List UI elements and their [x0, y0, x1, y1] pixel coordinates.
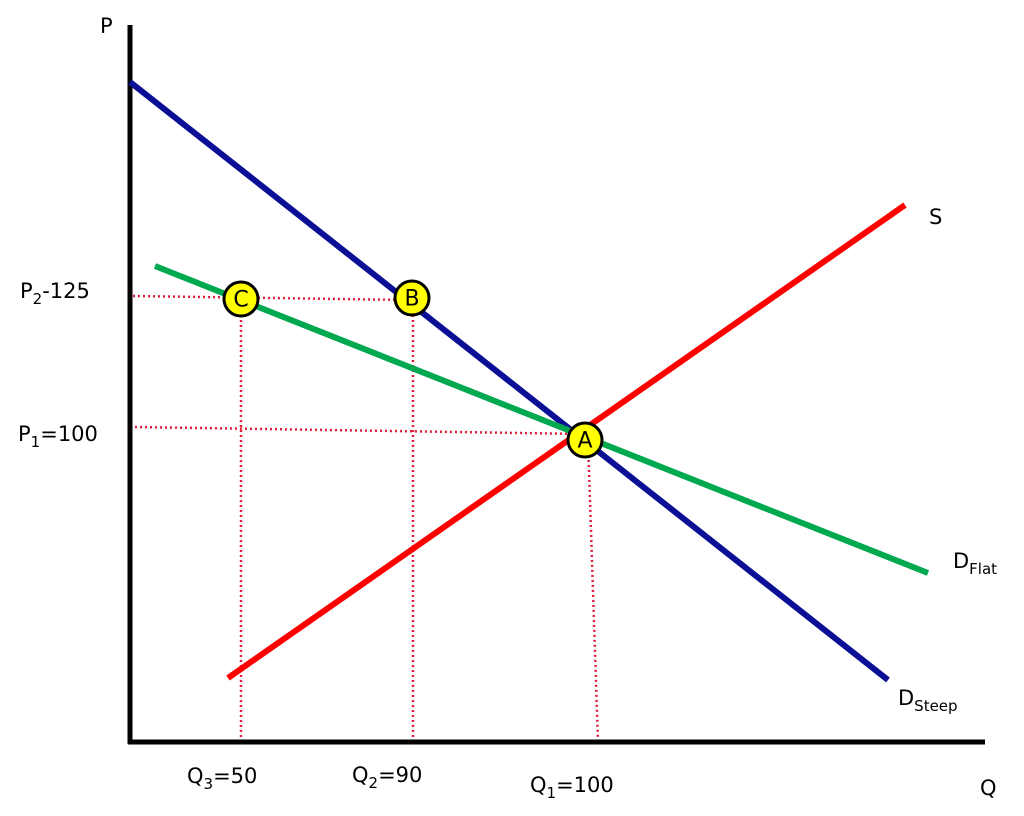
label-main: Q	[187, 764, 204, 788]
supply-label: S	[929, 205, 942, 229]
label-subscript: 1	[547, 784, 557, 802]
y-axis-label: P	[100, 14, 113, 38]
label-subscript: 3	[204, 775, 214, 793]
price-label: P1=100	[18, 422, 98, 451]
point-marker	[222, 280, 260, 318]
guide-line	[134, 425, 586, 436]
point: A	[566, 421, 604, 459]
label-main: P	[20, 279, 33, 303]
label-subscript: 1	[31, 433, 41, 451]
label-rest: -125	[42, 279, 90, 303]
label-main: P	[18, 422, 31, 446]
label-main: Q	[352, 763, 369, 787]
label-rest: =100	[40, 422, 98, 446]
point-label: B	[404, 287, 419, 312]
quantity-label: Q3=50	[187, 764, 257, 793]
point-marker	[393, 279, 431, 317]
point-marker	[566, 421, 604, 459]
label-subscript: 2	[369, 774, 379, 792]
label-subscript: 2	[33, 290, 43, 308]
point: B	[393, 279, 431, 317]
label-subscript: Steep	[914, 697, 957, 715]
steep-demand-curve	[128, 79, 890, 683]
guide-line	[586, 439, 600, 743]
label-main: Q	[530, 773, 547, 797]
label-rest: =90	[378, 763, 422, 787]
label-main: D	[898, 686, 914, 710]
label-main: D	[953, 549, 969, 573]
guide-line	[132, 294, 411, 302]
price-label: P2-125	[20, 279, 90, 308]
quantity-label: Q2=90	[352, 763, 422, 792]
supply-curve	[226, 202, 907, 681]
flat-demand-curve	[153, 263, 930, 576]
steep-demand-label: DSteep	[898, 686, 958, 715]
quantity-label: Q1=100	[530, 773, 614, 802]
x-axis-label: Q	[980, 776, 997, 800]
label-subscript: Flat	[969, 560, 997, 578]
label-rest: =100	[556, 773, 614, 797]
label-rest: =50	[213, 764, 257, 788]
point: C	[222, 280, 260, 318]
point-label: C	[233, 288, 248, 313]
point-label: A	[577, 429, 592, 454]
flat-demand-label: DFlat	[953, 549, 997, 578]
